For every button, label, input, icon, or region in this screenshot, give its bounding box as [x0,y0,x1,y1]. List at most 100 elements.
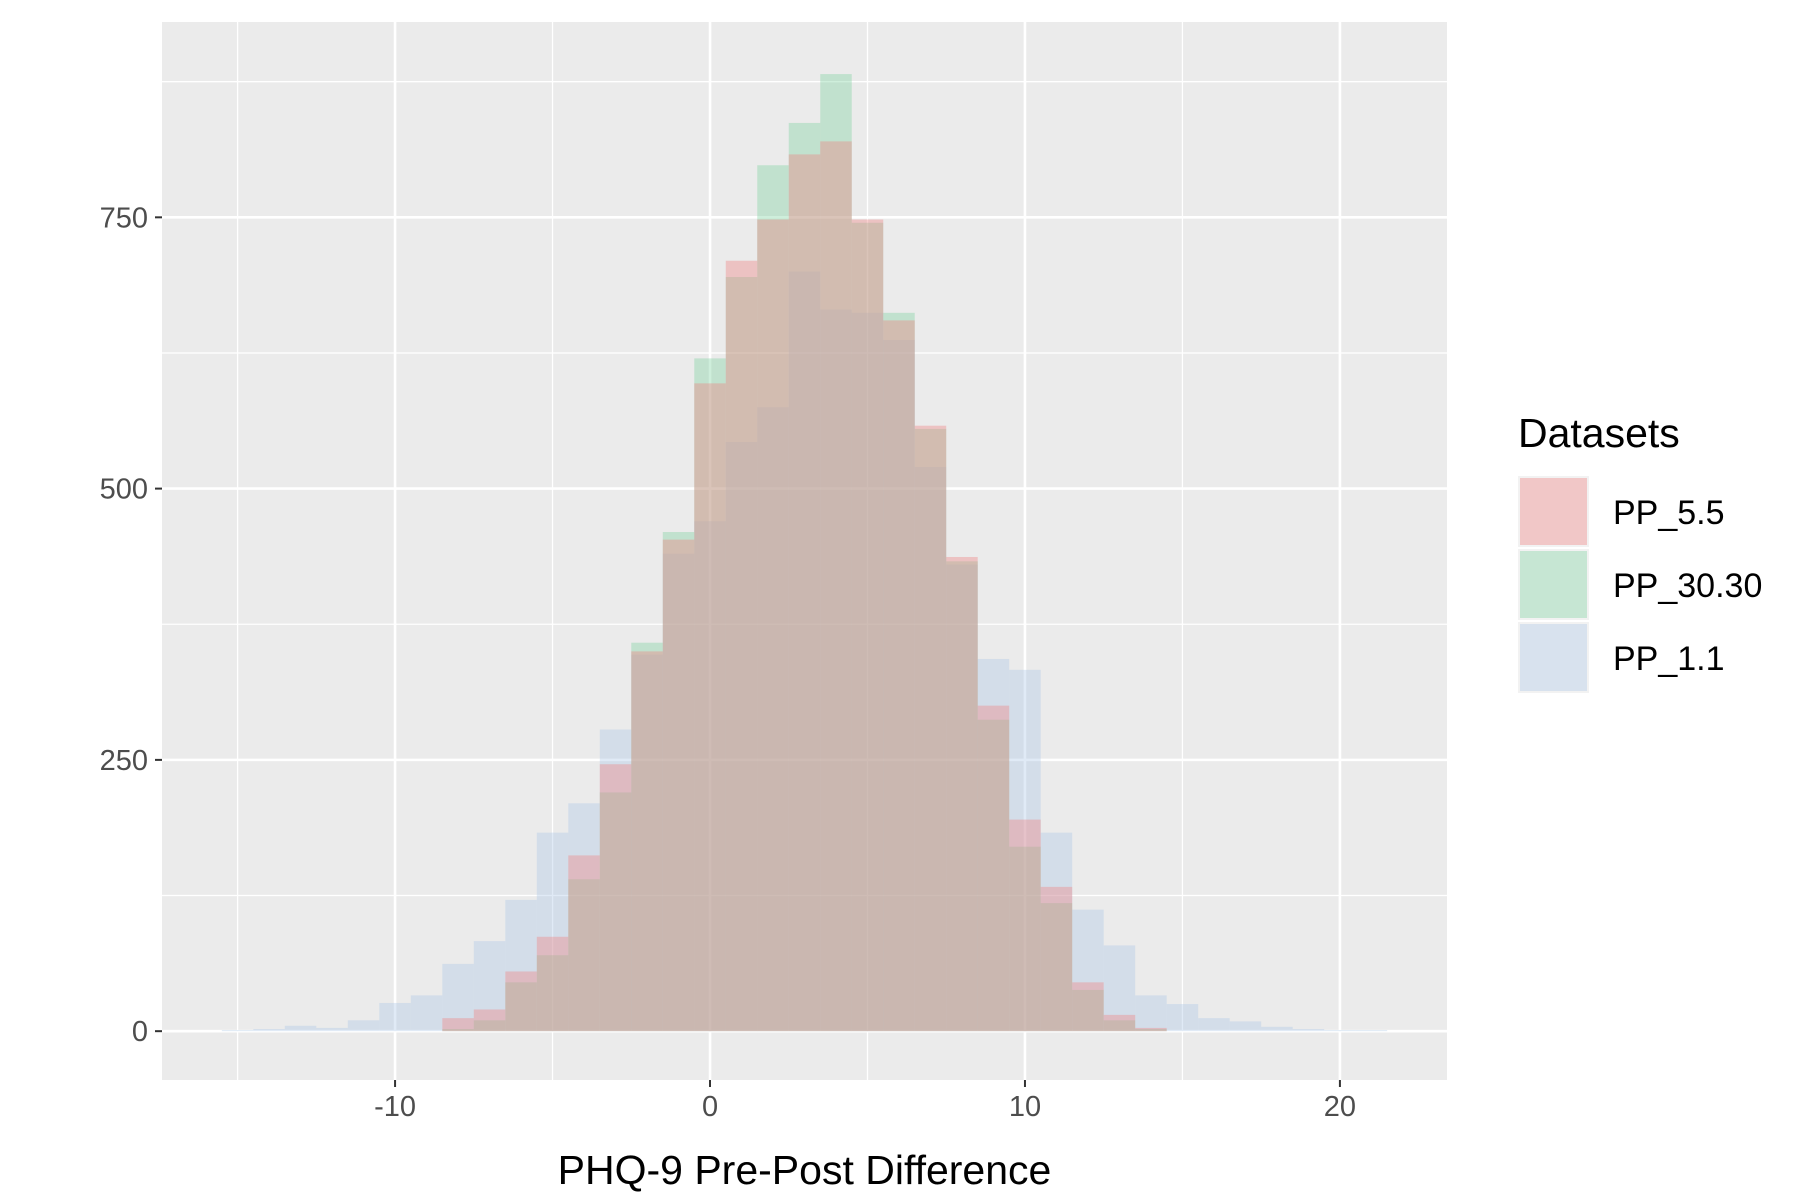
bar [1009,846,1041,1032]
bar [505,982,537,1032]
bar [1229,1021,1262,1032]
bar [662,532,695,1032]
bar [788,271,821,1032]
bar [536,832,569,1032]
bar [1166,1004,1199,1032]
legend-label: PP_5.5 [1613,494,1725,532]
bar [442,1018,474,1032]
bar [379,1002,411,1032]
y-tick-label: 0 [132,1016,148,1048]
bar [631,654,663,1032]
bar [442,1028,474,1032]
bar [505,899,537,1032]
bar [599,729,632,1032]
bar [1040,832,1073,1032]
legend-key-swatch [1520,478,1587,545]
bar [694,383,726,1032]
bar [1292,1028,1325,1032]
legend-key-swatch [1520,551,1587,618]
bar [505,971,537,1032]
bar [725,441,758,1032]
bar [820,74,852,1032]
major-gridlines [162,22,1447,1080]
legend-key-swatch [1520,624,1587,691]
bar [347,1020,380,1032]
bar [725,277,758,1032]
bar [757,165,789,1032]
bar [599,764,632,1032]
bar [883,312,915,1032]
bar [883,339,915,1032]
bar [1072,982,1104,1032]
bar [473,941,506,1032]
bar [284,1025,317,1032]
bar [725,260,758,1032]
bar [1009,669,1041,1032]
x-tick-label: 20 [1324,1091,1356,1123]
bar [473,1020,506,1032]
bar [977,658,1010,1032]
legend-title: Datasets [1518,410,1680,456]
legend-label: PP_30.30 [1613,567,1762,605]
series-PP_1.1 [221,271,1388,1032]
y-tick-label: 750 [100,202,148,234]
bar [757,407,789,1032]
legend-item: PP_30.30 [1518,549,1762,620]
axis-ticks [155,216,1341,1087]
x-tick-label: 10 [1009,1091,1041,1123]
bar [914,466,947,1032]
bar [977,705,1010,1032]
legend-item: PP_1.1 [1518,622,1725,693]
bar [851,219,884,1032]
bar [1261,1026,1293,1032]
series-PP_30.30 [442,74,1167,1032]
legend-key-background [1518,476,1589,547]
bar [851,222,884,1032]
bar [914,425,947,1032]
bar [1135,1027,1167,1032]
bar [1103,1020,1136,1032]
bar [914,428,947,1032]
bar [1135,1028,1167,1032]
bar [536,955,569,1032]
minor-gridlines [162,22,1447,1080]
bar [662,553,695,1032]
bar [1198,1018,1230,1032]
bar [599,792,632,1032]
bar [1072,989,1104,1032]
bar [568,879,600,1032]
bar [1135,995,1167,1032]
series-PP_5.5 [442,141,1167,1032]
x-axis-title: PHQ-9 Pre-Post Difference [558,1147,1052,1193]
bar [1324,1030,1356,1032]
bar [221,1030,254,1032]
bar [694,521,726,1032]
bar [1040,886,1073,1032]
bar [788,122,821,1032]
x-tick-label: -10 [374,1091,416,1123]
bar [977,719,1010,1032]
bar [316,1027,348,1032]
bar [788,154,821,1032]
bar [1009,819,1041,1032]
bar [946,556,978,1032]
x-tick-label: 0 [702,1091,718,1123]
bar [253,1028,285,1032]
bar [631,642,663,1032]
legend: Datasets PP_5.5 PP_30.30 PP_1.1 [1518,410,1762,693]
bar [442,963,474,1032]
bar [757,219,789,1032]
legend-label: PP_1.1 [1613,640,1725,678]
bar [883,320,915,1032]
bar [1355,1030,1388,1032]
bar [473,1009,506,1032]
tick-labels: -10 0 10 20 0 250 500 750 [100,202,1356,1123]
bar [946,564,978,1032]
bar [662,539,695,1032]
y-tick-label: 250 [100,745,148,777]
bar [410,995,443,1032]
bar [820,309,852,1032]
histogram-bars [221,74,1388,1032]
bar [946,561,978,1032]
